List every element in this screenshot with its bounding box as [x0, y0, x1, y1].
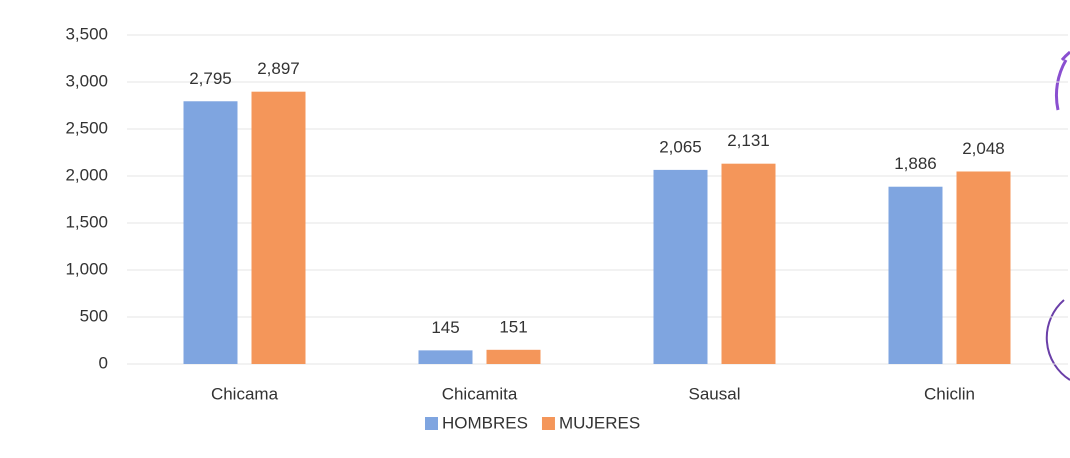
- bar: [888, 186, 943, 364]
- data-label: 2,897: [257, 59, 300, 78]
- data-label: 2,795: [189, 69, 232, 88]
- y-tick-label: 1,000: [65, 259, 108, 278]
- stamp-mark: [1054, 50, 1070, 111]
- data-label: 151: [499, 317, 527, 336]
- bar: [418, 350, 473, 364]
- data-label: 2,048: [962, 139, 1005, 158]
- bar: [721, 163, 776, 364]
- x-tick-label: Sausal: [689, 384, 741, 403]
- x-tick-label: Chiclin: [924, 384, 975, 403]
- x-tick-label: Chicama: [211, 384, 279, 403]
- y-tick-label: 2,500: [65, 118, 108, 137]
- legend-swatch: [541, 417, 555, 430]
- bar: [183, 101, 238, 365]
- x-tick-label: Chicamita: [442, 384, 518, 403]
- data-label: 2,065: [659, 137, 702, 156]
- y-tick-label: 1,500: [65, 212, 108, 231]
- data-label: 145: [431, 318, 459, 337]
- bar: [251, 91, 306, 364]
- data-label: 1,886: [894, 154, 937, 173]
- legend-swatch: [425, 417, 438, 430]
- bar: [486, 349, 541, 364]
- legend-label: HOMBRES: [442, 413, 528, 432]
- y-tick-label: 3,500: [65, 24, 108, 43]
- bar: [956, 171, 1011, 364]
- data-label: 2,131: [727, 131, 770, 150]
- stamp-mark: [1045, 299, 1070, 381]
- y-tick-label: 2,000: [65, 165, 108, 184]
- y-tick-label: 0: [99, 353, 108, 372]
- y-tick-label: 500: [80, 306, 108, 325]
- legend-label: MUJERES: [559, 413, 640, 432]
- bar: [653, 169, 708, 364]
- y-tick-label: 3,000: [65, 71, 108, 90]
